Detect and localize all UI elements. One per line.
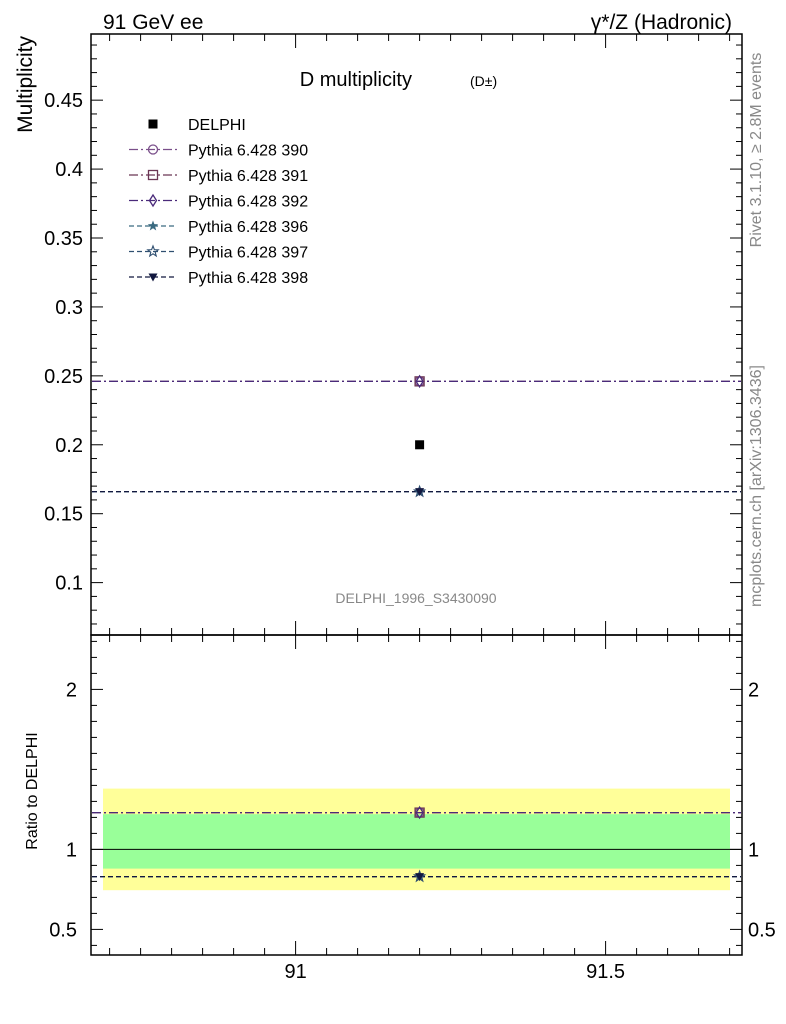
legend-marker-1 bbox=[147, 169, 159, 181]
ratio-ytick-label-right: 1 bbox=[748, 839, 759, 861]
ratio-series-marker-5-shape bbox=[415, 873, 425, 882]
header-energy-label: 91 GeV ee bbox=[103, 11, 203, 34]
legend-label-4: Pythia 6.428 397 bbox=[188, 245, 308, 262]
legend-data-marker-shape bbox=[148, 119, 158, 129]
header-process-label: γ*/Z (Hadronic) bbox=[591, 11, 732, 34]
legend-marker-3-shape bbox=[147, 220, 159, 231]
chart-title-suffix: (D±) bbox=[470, 73, 497, 89]
green-band bbox=[103, 814, 730, 869]
ratio-ytick-label-left: 0.5 bbox=[49, 919, 77, 941]
legend-marker-2 bbox=[148, 193, 158, 208]
ratio-series-marker-2-shape bbox=[415, 805, 424, 820]
legend-label-0: Pythia 6.428 390 bbox=[188, 143, 308, 160]
legend: DELPHI Pythia 6.428 390 Pythia 6.428 391 Py… bbox=[129, 117, 308, 287]
main-ytick-label: 0.1 bbox=[55, 573, 83, 595]
analysis-watermark: DELPHI_1996_S3430090 bbox=[335, 590, 496, 606]
main-ytick-label: 0.4 bbox=[55, 159, 83, 181]
legend-data-label: DELPHI bbox=[188, 117, 246, 134]
legend-marker-1-shape bbox=[147, 169, 159, 181]
chart-title: D multiplicity bbox=[300, 69, 412, 91]
main-ytick-label: 0.25 bbox=[44, 366, 83, 388]
ratio-ytick-label-right: 2 bbox=[748, 679, 759, 701]
ratio-axis-label: Ratio to DELPHI bbox=[24, 732, 41, 849]
main-ytick-label: 0.3 bbox=[55, 297, 83, 319]
legend-data-marker bbox=[148, 119, 158, 129]
ratio-band-layer bbox=[91, 788, 742, 891]
legend-label-1: Pythia 6.428 391 bbox=[188, 168, 308, 185]
ratio-ytick-label-right: 0.5 bbox=[748, 919, 776, 941]
legend-label-2: Pythia 6.428 392 bbox=[188, 194, 308, 211]
ratio-panel-frame bbox=[90, 634, 743, 956]
legend-marker-5-shape bbox=[148, 273, 158, 282]
legend-marker-0 bbox=[147, 144, 159, 155]
legend-marker-3 bbox=[147, 220, 159, 231]
main-series-marker-5 bbox=[415, 488, 425, 497]
main-series-marker-2 bbox=[415, 374, 424, 389]
ratio-series-marker-5 bbox=[415, 873, 425, 882]
mcplots-source-label: mcplots.cern.ch [arXiv:1306.3436] bbox=[748, 365, 765, 607]
ratio-series-marker-2 bbox=[415, 805, 424, 820]
main-ytick-label: 0.15 bbox=[44, 504, 83, 526]
main-ytick-label: 0.2 bbox=[55, 435, 83, 457]
legend-marker-2-shape bbox=[148, 193, 158, 208]
y-axis-label: Multiplicity bbox=[14, 36, 37, 133]
chart-title-text: D multiplicity bbox=[300, 69, 412, 91]
axis-layer: 0.1 0.15 0.2 0.25 0.3 0.35 0.4 0.45 0.5 0.5 1 1 2 2 91… bbox=[44, 33, 776, 983]
legend-marker-5 bbox=[148, 273, 158, 282]
main-ytick-label: 0.35 bbox=[44, 228, 83, 250]
legend-marker-4-shape bbox=[146, 244, 160, 258]
legend-label-3: Pythia 6.428 396 bbox=[188, 219, 308, 236]
data-point-marker-shape bbox=[415, 440, 425, 450]
main-series-marker-5-shape bbox=[415, 488, 425, 497]
main-series-marker-2-shape bbox=[415, 374, 424, 389]
xtick-label: 91 bbox=[284, 961, 306, 983]
series-marker-layer bbox=[412, 374, 427, 883]
xtick-label: 91.5 bbox=[586, 961, 625, 983]
legend-label-5: Pythia 6.428 398 bbox=[188, 270, 308, 287]
legend-marker-4 bbox=[146, 244, 160, 258]
data-point-marker bbox=[415, 440, 425, 450]
ratio-ytick-label-left: 2 bbox=[66, 679, 77, 701]
main-ytick-label: 0.45 bbox=[44, 90, 83, 112]
legend-marker-0-shape bbox=[147, 144, 159, 155]
rivet-version-label: Rivet 3.1.10, ≥ 2.8M events bbox=[748, 53, 765, 248]
ratio-ytick-label-left: 1 bbox=[66, 839, 77, 861]
